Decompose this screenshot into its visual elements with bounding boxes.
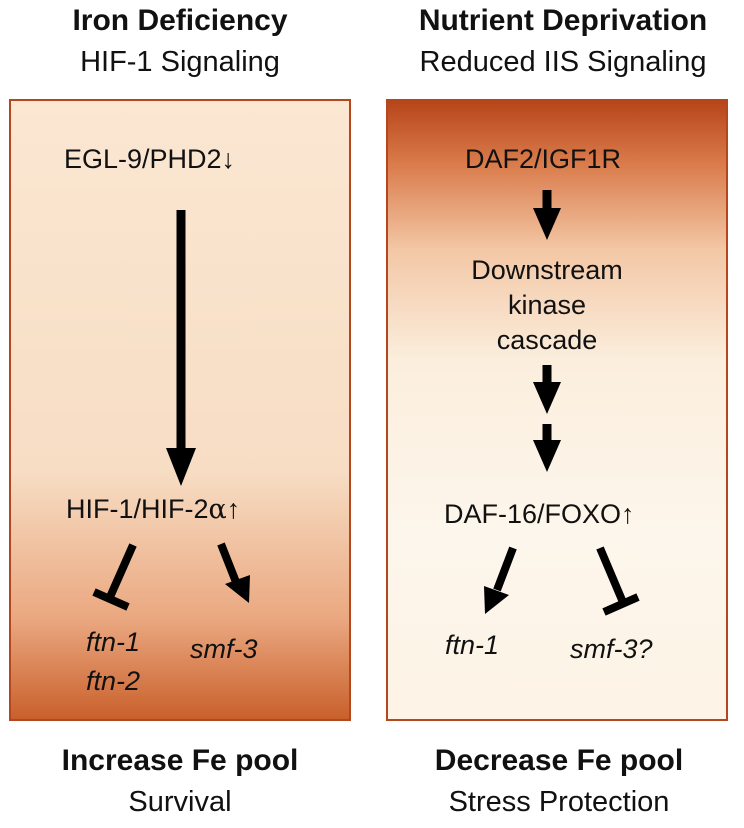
gene-ftn1-right: ftn-1 [445,630,500,660]
inhibition-arrow-ftn [92,543,137,611]
gene-ftn2-left: ftn-2 [86,666,141,696]
node-cascade-line2: kinase [507,290,587,320]
left-footer-title: Increase Fe pool [61,744,299,777]
right-footer-subtitle: Stress Protection [448,786,670,818]
left-footer-subtitle: Survival [128,786,232,818]
up-arrow-symbol: ↑ [226,494,241,524]
activation-arrow-cascade-1 [533,365,561,414]
node-daf2-igf1r: DAF2/IGF1R [465,144,622,174]
right-panel [386,99,728,721]
alpha-symbol: α [208,494,227,525]
right-title: Nutrient Deprivation [418,4,708,37]
gene-ftn1-left: ftn-1 [86,627,141,657]
left-subtitle: HIF-1 Signaling [80,46,280,78]
right-footer-title: Decrease Fe pool [434,744,684,777]
activation-arrow-smf3 [217,542,250,603]
node-egl9-phd2: EGL-9/PHD2↓ [64,144,236,174]
gene-smf3-left: smf-3 [190,634,258,664]
left-title: Iron Deficiency [72,4,288,37]
activation-arrow-daf2 [533,190,561,240]
node-hif1-hif2a: HIF-1/HIF-2α↑ [66,494,241,525]
node-cascade-line1: Downstream [471,255,623,285]
right-subtitle: Reduced IIS Signaling [419,46,707,78]
gene-smf3-right: smf-3? [570,634,653,664]
long-activation-arrow [166,210,196,486]
activation-arrow-cascade-2 [533,424,561,472]
node-cascade-line3: cascade [496,325,598,355]
activation-arrow-ftn1 [484,546,517,614]
inhibition-arrow-smf3 [596,546,640,616]
node-daf16-foxo: DAF-16/FOXO↑ [444,499,635,529]
